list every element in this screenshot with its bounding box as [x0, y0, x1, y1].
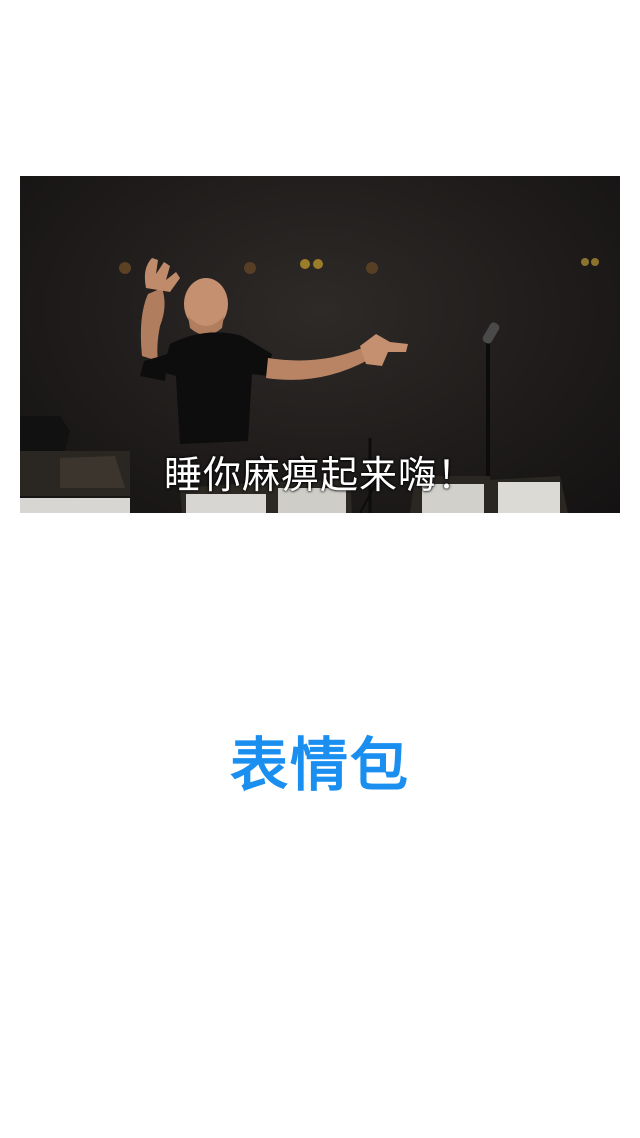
conductor-photo — [20, 258, 599, 513]
meme-image[interactable]: 睡你麻痹起来嗨！ — [20, 176, 620, 513]
meme-caption: 睡你麻痹起来嗨！ — [163, 453, 476, 497]
sticker-label: 表情包 — [229, 731, 410, 799]
